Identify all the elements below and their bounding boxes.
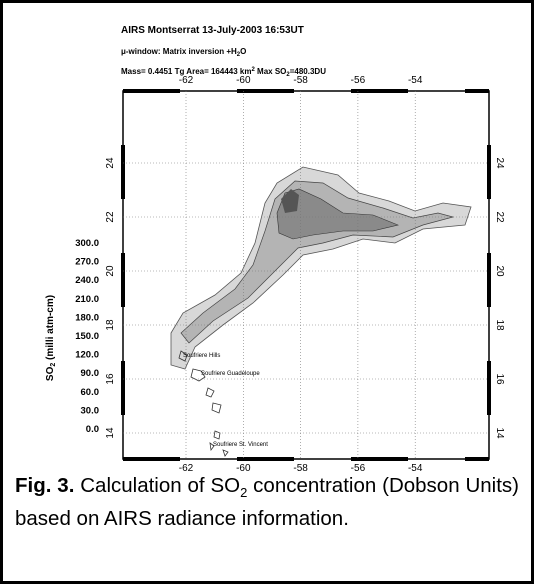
lon-tick-label: -62 <box>179 463 194 473</box>
text: =480.3DU <box>290 67 326 76</box>
colorbar-tick-label: 150.0 <box>75 331 99 342</box>
colorbar-tick-label: 60.0 <box>81 387 100 398</box>
lat-tick-label: 22 <box>105 211 116 223</box>
lon-tick-label: -56 <box>351 463 366 473</box>
text: O <box>240 47 246 56</box>
colorbar-label: SO2 (milli atm-cm) <box>45 295 57 381</box>
caption-label: Fig. 3. <box>15 474 75 497</box>
lon-tick-label: -54 <box>408 75 423 86</box>
lon-tick-label: -62 <box>179 75 194 86</box>
subscript: 2 <box>237 52 241 58</box>
caption-text: concentration (Dobson Units) based on AI… <box>15 474 519 531</box>
superscript: 2 <box>251 67 255 73</box>
figure: AIRS Montserrat 13-July-2003 16:53UT μ-w… <box>45 25 505 474</box>
place-label: Soufriere St. Vincent <box>213 442 268 448</box>
lat-tick-label: 16 <box>494 373 505 385</box>
text: SO <box>45 366 56 381</box>
subscript: 2 <box>50 363 57 367</box>
place-label: Soufriere Guadeloupe <box>201 371 260 377</box>
lon-tick-label: -58 <box>293 463 308 473</box>
plume-max <box>281 189 299 213</box>
lon-tick-label: -58 <box>293 75 308 86</box>
text: μ-window: Matrix inversion +H <box>121 47 237 56</box>
lat-tick-label: 22 <box>494 211 505 223</box>
colorbar-tick-label: 270.0 <box>75 257 99 268</box>
colorbar-tick-label: 210.0 <box>75 294 99 305</box>
colorbar-tick-label: 240.0 <box>75 275 99 286</box>
lon-tick-label: -60 <box>236 463 251 473</box>
lat-tick-label: 18 <box>494 319 505 331</box>
lon-tick-label: -60 <box>236 75 251 86</box>
caption: Fig. 3. Calculation of SO2 concentration… <box>15 473 519 532</box>
colorbar-tick-label: 30.0 <box>81 405 100 416</box>
text: Max SO <box>255 67 287 76</box>
map-frame <box>122 90 490 460</box>
lat-tick-label: 24 <box>105 157 116 169</box>
text: (milli atm-cm) <box>45 295 56 363</box>
colorbar-tick-label: 0.0 <box>86 424 99 435</box>
lat-tick-label: 14 <box>494 427 505 439</box>
subscript: 2 <box>240 485 248 501</box>
plume-core <box>276 188 399 240</box>
lat-tick-label: 14 <box>105 427 116 439</box>
colorbar-tick-label: 90.0 <box>81 368 100 379</box>
lat-tick-label: 20 <box>105 265 116 277</box>
colorbar-tick-label: 120.0 <box>75 350 99 361</box>
lat-tick-label: 16 <box>105 373 116 385</box>
lat-tick-label: 24 <box>494 157 505 169</box>
lon-tick-label: -54 <box>408 463 423 473</box>
subscript: 2 <box>286 72 290 78</box>
colorbar-tick-label: 180.0 <box>75 312 99 323</box>
caption-text: Calculation of SO <box>80 474 241 497</box>
colorbar-tick-label: 300.0 <box>75 238 99 249</box>
plume <box>170 166 472 370</box>
text: Mass= 0.4451 Tg Area= 164443 km <box>121 67 251 76</box>
fig-method: μ-window: Matrix inversion +H2O <box>121 47 246 58</box>
fig-title: AIRS Montserrat 13-July-2003 16:53UT <box>121 25 304 36</box>
place-label: Soufriere Hills <box>183 353 220 359</box>
lat-tick-label: 18 <box>105 319 116 331</box>
lon-tick-label: -56 <box>351 75 366 86</box>
lat-tick-label: 20 <box>494 265 505 277</box>
fig-stats: Mass= 0.4451 Tg Area= 164443 km2 Max SO2… <box>121 67 326 78</box>
